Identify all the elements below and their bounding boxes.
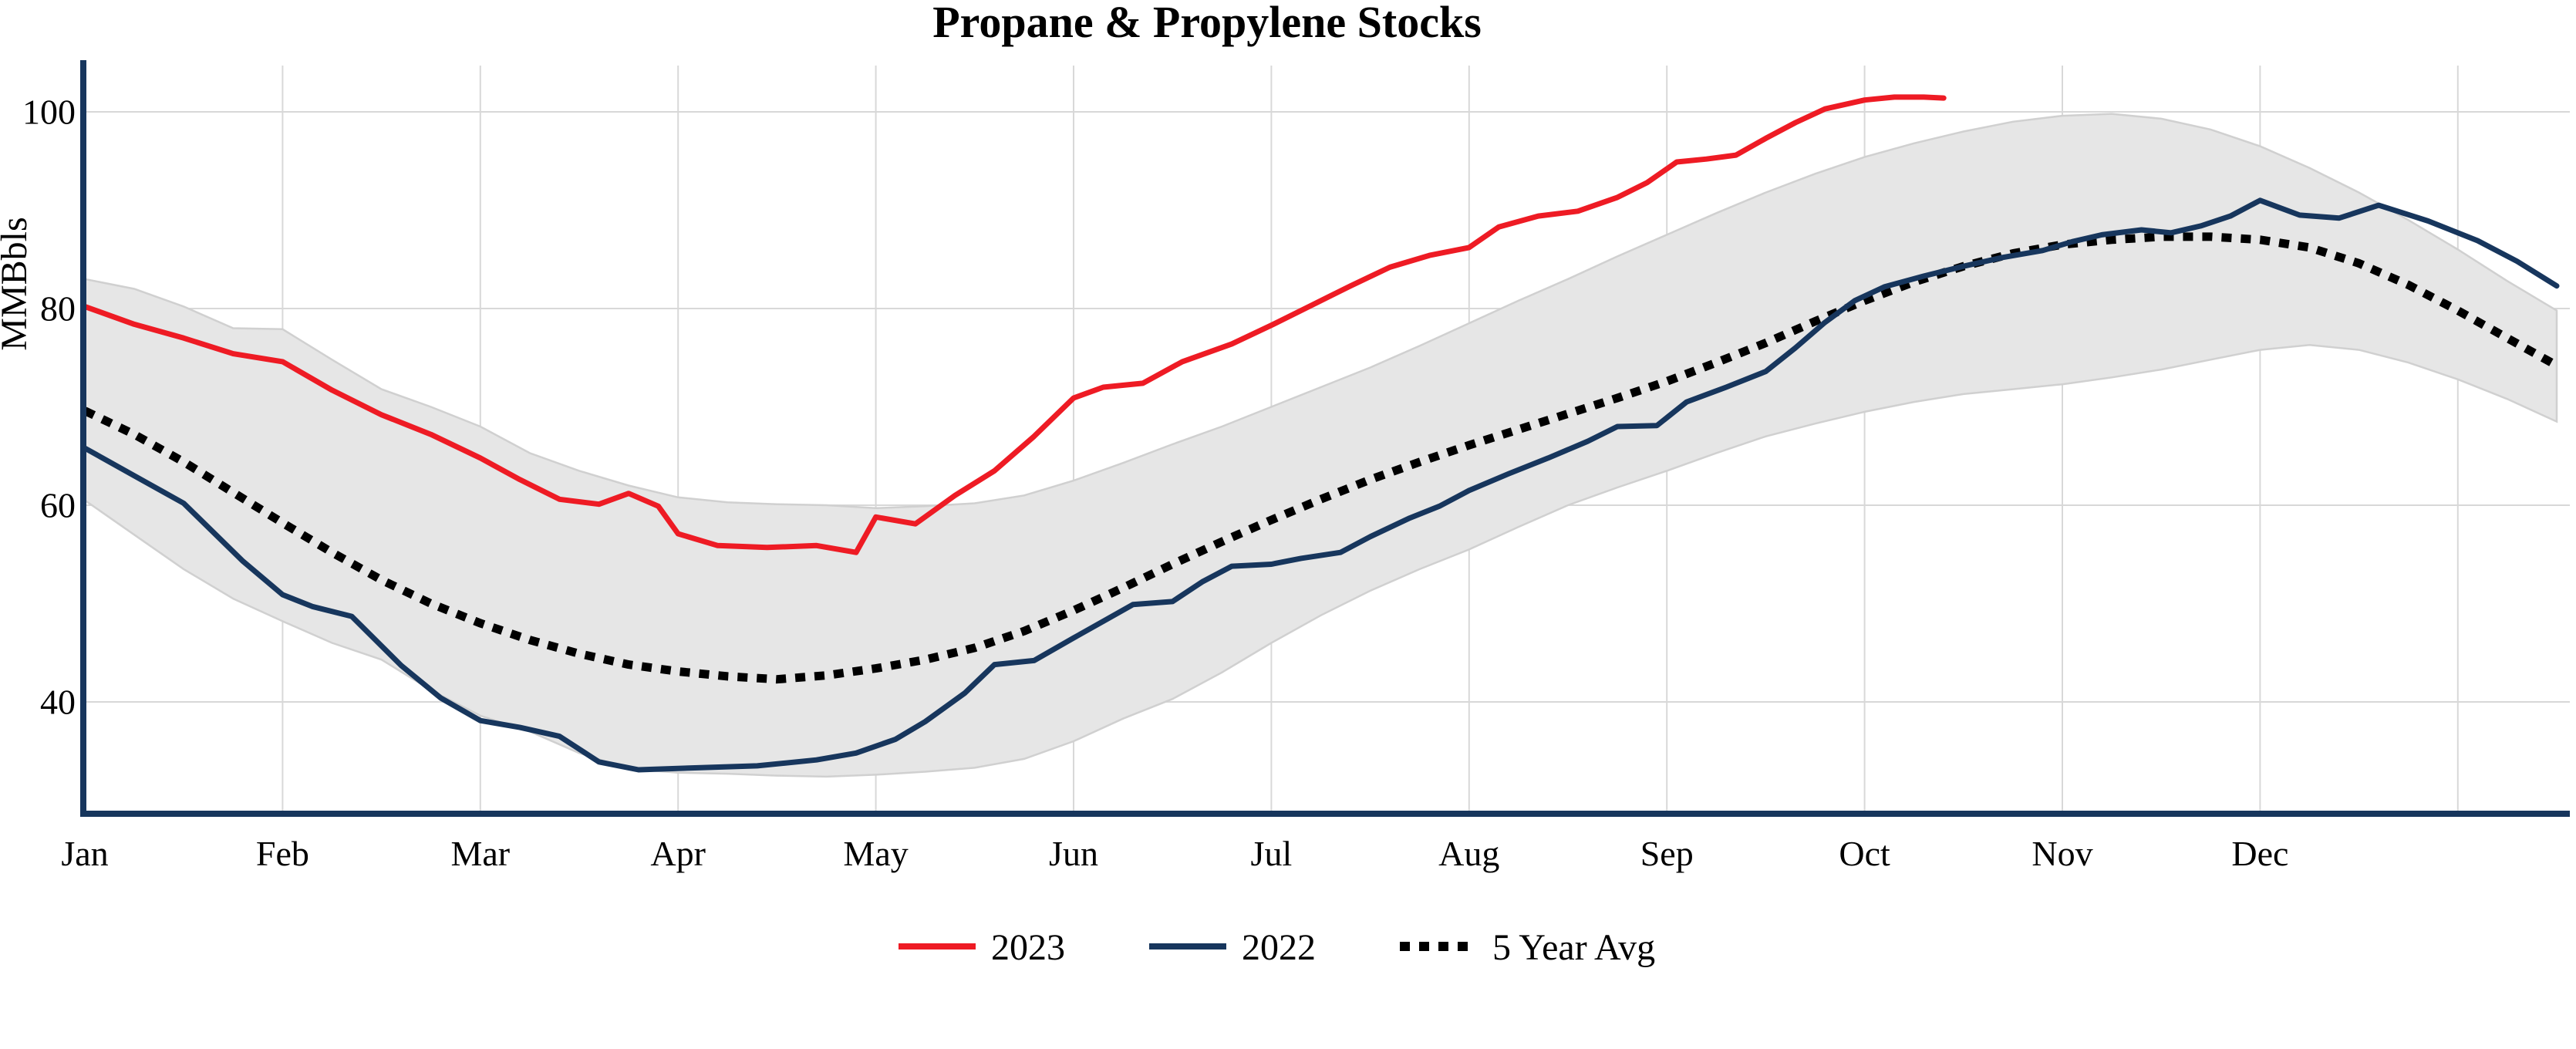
x-tick-label-jan: Jan xyxy=(61,834,108,873)
legend-label-2022: 2022 xyxy=(1242,927,1316,968)
axes xyxy=(80,60,2570,817)
chart-title: Propane & Propylene Stocks xyxy=(932,0,1482,47)
x-tick-label-mar: Mar xyxy=(450,834,510,873)
x-tick-label-apr: Apr xyxy=(650,834,706,873)
series-line-5-year-avg xyxy=(83,232,2559,684)
x-tick-label-jun: Jun xyxy=(1049,834,1098,873)
y-tick-label: 80 xyxy=(40,289,76,329)
legend-label-2023: 2023 xyxy=(991,927,1065,968)
x-axis-month-labels: Jan Feb Mar Apr May Jun Jul Aug Sep Oct Nov Dec xyxy=(61,834,2288,873)
x-tick-label-feb: Feb xyxy=(256,834,309,873)
series-line-2023 xyxy=(82,94,1947,555)
x-tick-label-jul: Jul xyxy=(1251,834,1293,873)
series-line-2022 xyxy=(82,197,2560,773)
legend-label-5-year-avg: 5 Year Avg xyxy=(1492,927,1655,968)
x-tick-label-nov: Nov xyxy=(2031,834,2092,873)
y-tick-label: 100 xyxy=(22,93,76,132)
series-lines xyxy=(82,94,2560,773)
x-tick-label-aug: Aug xyxy=(1438,834,1499,873)
legend: 2023 2022 5 Year Avg xyxy=(899,927,1655,968)
y-tick-label: 60 xyxy=(40,486,76,525)
y-axis-tick-labels: 40 60 80 100 xyxy=(22,93,76,722)
five-year-range-area xyxy=(83,113,2558,778)
y-tick-label: 40 xyxy=(40,683,76,722)
y-axis-title: MMBbls xyxy=(0,217,35,350)
five-year-range-band xyxy=(83,113,2558,778)
x-tick-label-oct: Oct xyxy=(1839,834,1890,873)
x-tick-label-dec: Dec xyxy=(2231,834,2288,873)
x-tick-label-sep: Sep xyxy=(1640,834,1694,873)
x-tick-label-may: May xyxy=(843,834,908,873)
